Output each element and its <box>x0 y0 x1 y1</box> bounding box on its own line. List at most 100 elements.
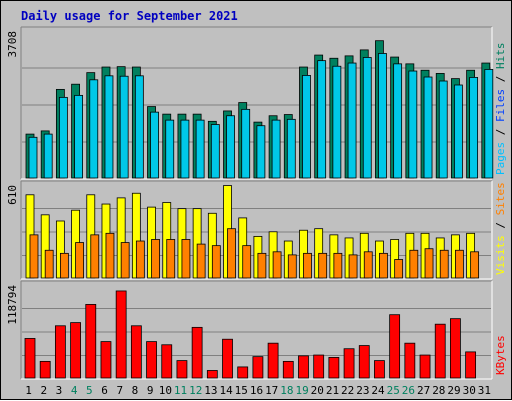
sites-bar <box>272 251 282 279</box>
x-tick-label: 21 <box>326 384 339 397</box>
sites-bar <box>242 245 252 279</box>
x-tick-label: 14 <box>219 384 233 397</box>
sites-bar <box>29 234 39 279</box>
legend-entry: Hits <box>494 43 507 70</box>
files-bar <box>484 69 494 179</box>
kbytes-bar <box>389 314 401 379</box>
kbytes-bar <box>206 370 218 379</box>
x-tick-label: 9 <box>147 384 154 397</box>
kbytes-bar <box>282 360 294 379</box>
files-bar <box>210 124 220 179</box>
x-tick-label: 13 <box>204 384 217 397</box>
x-tick-label: 22 <box>341 384 354 397</box>
x-tick-label: 28 <box>432 384 445 397</box>
legend-entry: Visits <box>494 235 507 275</box>
sites-bar <box>151 239 160 279</box>
x-tick-label: 5 <box>86 384 93 397</box>
kbytes-panel <box>20 280 493 380</box>
files-bar <box>438 80 448 179</box>
legend-sites-visits: Visits / Sites <box>494 182 507 275</box>
x-tick-label: 30 <box>463 384 476 397</box>
files-bar <box>241 108 251 179</box>
legend-entry: KBytes <box>494 335 507 375</box>
files-bar <box>43 133 53 179</box>
sites-bar <box>439 249 449 279</box>
files-bar <box>332 65 342 179</box>
sites-bar <box>303 252 312 279</box>
x-tick-label: 15 <box>235 384 248 397</box>
files-bar <box>104 75 114 179</box>
kbytes-bar <box>267 342 279 379</box>
sites-bar <box>333 252 343 279</box>
legend-entry: Pages <box>494 142 507 175</box>
x-tick-label: 31 <box>478 384 491 397</box>
files-bar <box>454 84 463 179</box>
kbytes-bar <box>24 338 36 379</box>
files-bar <box>317 60 327 179</box>
files-bar <box>28 136 38 179</box>
kbytes-bar <box>39 360 51 379</box>
kbytes-bar <box>85 304 97 379</box>
kbytes-bar <box>222 338 233 379</box>
x-tick-label: 8 <box>132 384 139 397</box>
legend-separator: / <box>494 69 507 89</box>
x-tick-label: 23 <box>356 384 369 397</box>
chart-title: Daily usage for September 2021 <box>21 9 238 23</box>
kbytes-bar <box>130 325 142 379</box>
files-bar <box>134 75 144 179</box>
hits-files-pages-panel <box>20 26 494 180</box>
sites-bar <box>287 254 297 279</box>
kbytes-bar <box>374 360 385 379</box>
x-tick-label: 11 <box>174 384 187 397</box>
sites-bar <box>348 254 358 279</box>
x-tick-label: 26 <box>402 384 415 397</box>
sites-bar <box>227 228 236 279</box>
x-tick-label: 20 <box>311 384 324 397</box>
y-max-label-kbytes: 118794 <box>6 285 19 325</box>
files-bar <box>119 75 129 179</box>
legend-kbytes: KBytes <box>494 335 507 375</box>
kbytes-bar <box>434 323 446 379</box>
sites-bar <box>120 242 130 279</box>
x-tick-label: 3 <box>56 384 63 397</box>
sites-bar <box>211 245 221 279</box>
files-bar <box>408 70 418 179</box>
sites-bar <box>409 249 419 279</box>
files-bar <box>58 96 68 179</box>
x-tick-label: 17 <box>265 384 278 397</box>
y-max-label-hits: 3708 <box>6 31 19 58</box>
sites-bar <box>166 239 176 279</box>
files-bar <box>347 62 357 179</box>
sites-bar <box>257 252 267 279</box>
kbytes-bar <box>146 341 157 379</box>
x-tick-label: 18 <box>280 384 293 397</box>
files-bar <box>378 53 387 179</box>
kbytes-bar <box>191 326 203 379</box>
kbytes-bar <box>298 355 309 379</box>
files-bar <box>226 115 235 179</box>
kbytes-bar <box>54 325 66 379</box>
sites-bar <box>424 248 434 279</box>
legend-separator: / <box>494 215 507 235</box>
sites-bar <box>196 243 206 279</box>
x-tick-label: 24 <box>371 384 385 397</box>
kbytes-bar <box>313 354 325 379</box>
legend-pages-files-hits: Pages / Files / Hits <box>494 43 507 176</box>
x-tick-label: 6 <box>101 384 108 397</box>
files-bar <box>362 57 372 179</box>
kbytes-bar <box>237 366 249 379</box>
sites-bar <box>105 232 115 279</box>
sites-bar <box>44 249 54 279</box>
files-bar <box>74 94 83 179</box>
sites-bar <box>181 239 191 279</box>
x-tick-label: 4 <box>71 384 78 397</box>
kbytes-bar <box>404 342 416 379</box>
y-max-label-visits: 610 <box>6 185 19 205</box>
kbytes-bar <box>419 354 431 379</box>
x-tick-label: 2 <box>40 384 47 397</box>
files-bar <box>150 111 159 179</box>
x-tick-label: 27 <box>417 384 430 397</box>
files-bar <box>165 119 175 179</box>
kbytes-bar <box>100 341 112 379</box>
